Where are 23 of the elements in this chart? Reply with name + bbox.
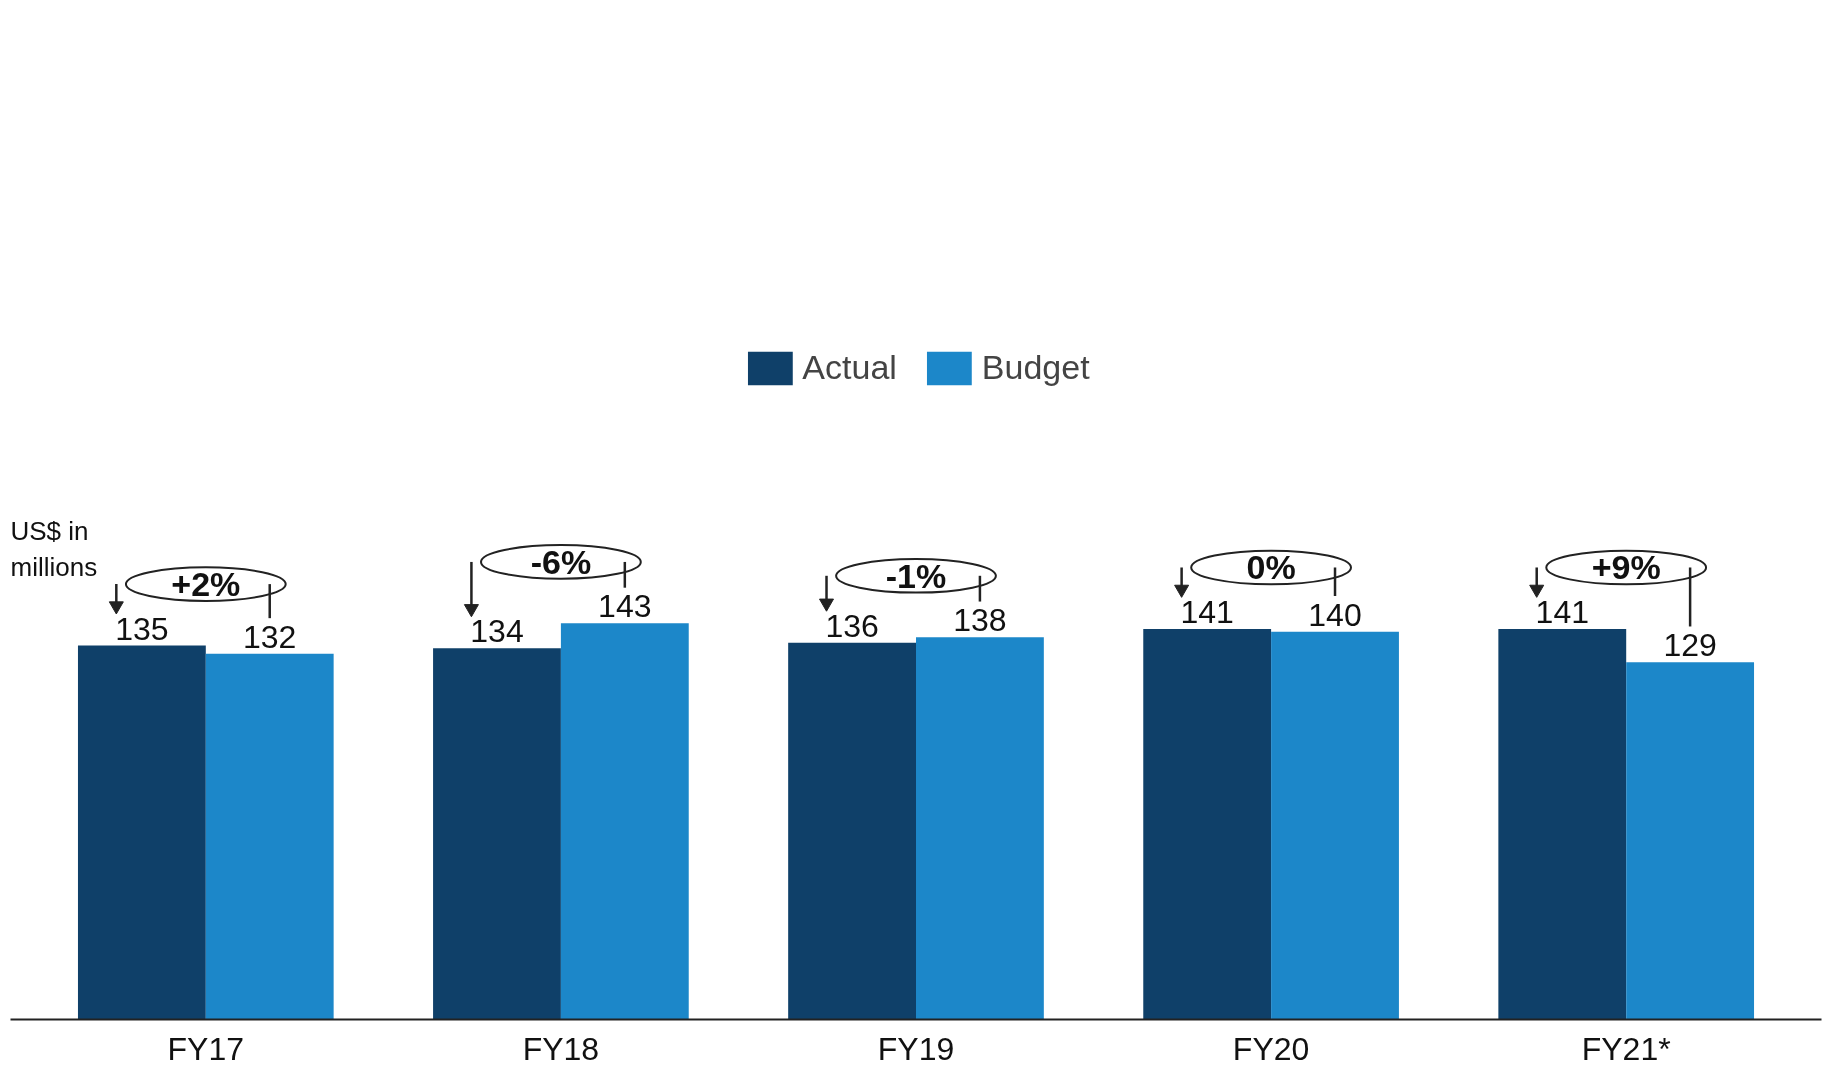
- y-axis-title: US$ in millions: [10, 516, 98, 583]
- x-tick-label: FY17: [167, 1030, 245, 1067]
- x-tick-label: FY18: [522, 1030, 600, 1067]
- data-label: 141: [1180, 593, 1234, 630]
- data-label: 141: [1535, 593, 1589, 630]
- data-label: 140: [1308, 596, 1362, 633]
- x-tick-label: FY19: [877, 1030, 955, 1067]
- x-tick-label: FY21*: [1581, 1030, 1671, 1067]
- data-label: 138: [953, 602, 1007, 639]
- data-label: 143: [598, 588, 652, 625]
- legend-label: Actual: [802, 348, 897, 387]
- text: +2%: [171, 565, 241, 604]
- text: -1%: [885, 556, 947, 595]
- x-tick-label: FY20: [1232, 1030, 1310, 1067]
- legend-label: Budget: [981, 348, 1090, 387]
- data-label: 136: [825, 607, 879, 644]
- data-label: 129: [1663, 627, 1717, 664]
- data-label: 132: [243, 618, 297, 655]
- data-label: 134: [470, 613, 524, 650]
- text: 0%: [1246, 548, 1296, 587]
- text: +9%: [1591, 548, 1661, 587]
- data-label: 135: [115, 610, 169, 647]
- text: -6%: [530, 542, 592, 581]
